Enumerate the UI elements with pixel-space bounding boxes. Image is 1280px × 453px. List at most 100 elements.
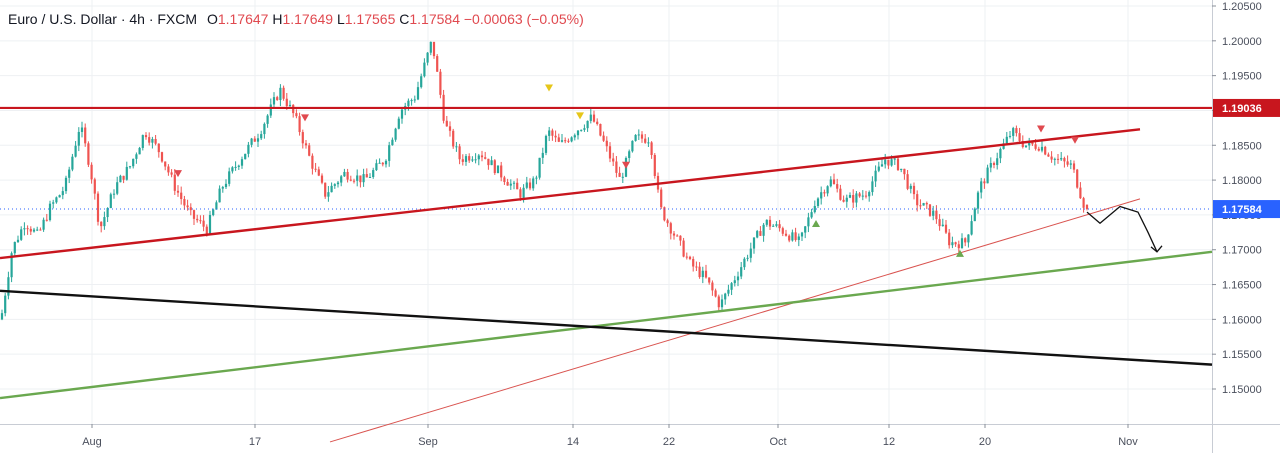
candle-body xyxy=(196,218,199,221)
candle-body xyxy=(269,104,272,116)
candle-body xyxy=(756,231,759,238)
candle-body xyxy=(432,41,436,57)
candle-body xyxy=(413,99,416,101)
close-label: C xyxy=(399,11,410,27)
candle-body xyxy=(676,235,679,237)
candle-body xyxy=(1040,146,1044,151)
candle-body xyxy=(925,203,928,205)
candle-body xyxy=(1053,158,1056,160)
candle-body xyxy=(173,174,176,191)
candle-body xyxy=(810,212,813,218)
candle-body xyxy=(784,233,788,236)
candle-body xyxy=(1018,133,1021,141)
candle-body xyxy=(170,172,173,175)
down-arrow-marker xyxy=(1037,125,1045,133)
candle-body xyxy=(61,191,64,196)
candle-body xyxy=(746,257,749,259)
candle-body xyxy=(282,87,285,99)
candle-body xyxy=(957,244,960,249)
grid-lines xyxy=(0,0,1212,424)
high-label: H xyxy=(272,11,283,27)
candle-body xyxy=(455,146,458,148)
up-arrow-marker xyxy=(812,219,820,227)
candle-body xyxy=(1069,163,1072,165)
candle-body xyxy=(468,156,471,161)
candle-body xyxy=(516,182,519,190)
candle-body xyxy=(128,166,132,168)
candle-body xyxy=(164,161,167,167)
candle-body xyxy=(740,267,743,277)
candle-body xyxy=(612,158,615,162)
candle-body xyxy=(781,228,784,234)
candle-body xyxy=(368,176,372,178)
candle-body xyxy=(132,158,135,167)
candle-body xyxy=(765,219,768,225)
candle-body xyxy=(778,224,781,229)
candle-body xyxy=(618,172,621,177)
candle-body xyxy=(583,128,586,130)
candle-body xyxy=(608,146,612,159)
candle-body xyxy=(317,169,320,176)
candle-body xyxy=(980,181,983,193)
candle-body xyxy=(919,205,922,207)
close-value: 1.17584 xyxy=(409,11,460,27)
candle-body xyxy=(0,313,4,320)
candle-body xyxy=(567,140,570,142)
candle-body xyxy=(1066,161,1069,165)
candle-body xyxy=(1002,143,1005,149)
candle-body xyxy=(231,167,234,172)
candle-body xyxy=(244,153,247,160)
candle-body xyxy=(176,190,180,193)
candle-body xyxy=(660,189,663,208)
candle-body xyxy=(525,182,528,188)
candle-body xyxy=(71,156,74,170)
candle-body xyxy=(868,192,871,197)
candle-body xyxy=(804,226,807,233)
candle-body xyxy=(381,162,384,165)
candle-body xyxy=(989,163,992,168)
candle-body xyxy=(439,71,442,95)
candle-body xyxy=(285,98,288,106)
candle-body xyxy=(685,256,688,258)
candle-body xyxy=(701,270,704,278)
candle-body xyxy=(1076,169,1079,188)
candle-body xyxy=(496,165,500,174)
candle-body xyxy=(189,207,192,211)
candle-body xyxy=(714,290,717,297)
candle-body xyxy=(679,235,682,241)
candle-body xyxy=(330,185,333,193)
candle-body xyxy=(506,181,509,186)
candle-body xyxy=(125,166,128,180)
candle-body xyxy=(928,204,932,216)
candle-body xyxy=(880,164,884,167)
down-arrow-marker xyxy=(622,161,630,169)
candle-body xyxy=(669,223,672,234)
candle-body xyxy=(864,195,868,197)
candle-body xyxy=(634,134,637,141)
candle-body xyxy=(615,161,618,173)
low-value: 1.17565 xyxy=(344,11,396,27)
candle-body xyxy=(986,167,989,184)
candle-body xyxy=(964,238,967,243)
candle-body xyxy=(842,199,845,202)
candle-body xyxy=(570,137,573,142)
candle-body xyxy=(999,148,1002,159)
candle-body xyxy=(122,175,125,180)
candle-body xyxy=(605,140,608,147)
candle-body xyxy=(743,258,746,268)
candle-body xyxy=(90,164,93,180)
candle-body xyxy=(39,229,42,231)
candle-body xyxy=(77,131,80,146)
candle-body xyxy=(938,219,941,227)
candle-body xyxy=(295,113,298,117)
candle-body xyxy=(1012,128,1015,136)
price-tick-label: 1.16000 xyxy=(1222,314,1262,326)
open-value: 1.17647 xyxy=(217,11,269,27)
candle-body xyxy=(416,87,420,100)
time-tick-label: Sep xyxy=(418,436,438,448)
candle-body xyxy=(717,296,720,308)
candle-body xyxy=(698,266,701,278)
candle-body xyxy=(186,205,189,208)
